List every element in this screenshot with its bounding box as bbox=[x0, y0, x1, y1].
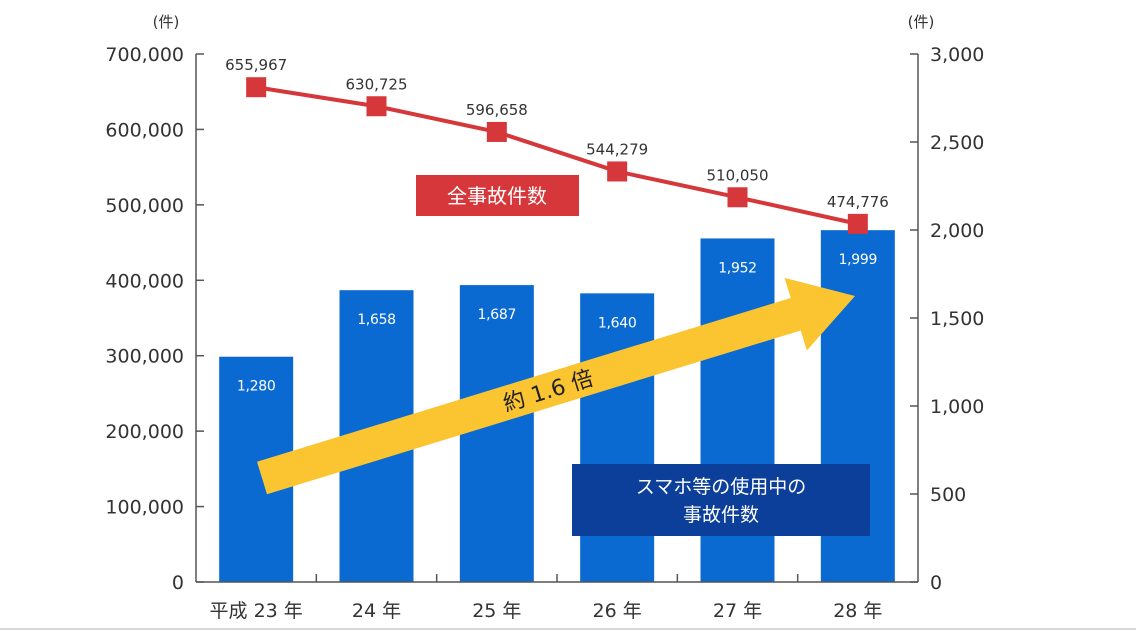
left-tick-label-4: 400,000 bbox=[105, 270, 184, 292]
line-marker-1 bbox=[366, 96, 387, 117]
line-value-label-3: 544,279 bbox=[586, 140, 648, 158]
left-tick-label-3: 300,000 bbox=[105, 346, 184, 368]
line-value-label-1: 630,725 bbox=[345, 75, 407, 93]
growth-arrow-shape bbox=[257, 277, 855, 495]
bar-value-label-5: 1,999 bbox=[839, 252, 878, 268]
line-marker-3 bbox=[607, 161, 628, 182]
bar-value-label-1: 1,658 bbox=[357, 312, 396, 328]
right-tick-label-6: 3,000 bbox=[930, 44, 984, 66]
legend-line-box bbox=[416, 175, 579, 216]
legend-line-label: 全事故件数 bbox=[447, 184, 547, 208]
x-tick-label-3: 26 年 bbox=[593, 600, 642, 622]
right-axis-unit: (件) bbox=[908, 13, 935, 31]
right-tick-label-5: 2,500 bbox=[930, 132, 984, 154]
line-value-label-5: 474,776 bbox=[827, 193, 889, 211]
line-marker-4 bbox=[727, 187, 748, 208]
bar-2 bbox=[459, 285, 534, 582]
line-value-label-2: 596,658 bbox=[466, 101, 528, 119]
line-series bbox=[255, 85, 859, 226]
line-marker-0 bbox=[246, 77, 267, 98]
left-tick-label-0: 0 bbox=[172, 572, 184, 594]
bar-value-label-0: 1,280 bbox=[237, 379, 276, 395]
x-tick-label-1: 24 年 bbox=[352, 600, 401, 622]
bar-value-label-3: 1,640 bbox=[598, 315, 637, 331]
line-value-label-0: 655,967 bbox=[225, 56, 287, 74]
x-tick-label-5: 28 年 bbox=[833, 600, 882, 622]
line-marker-5 bbox=[847, 213, 868, 234]
left-tick-label-6: 600,000 bbox=[105, 119, 184, 141]
bottom-divider bbox=[0, 628, 1136, 630]
bar-3 bbox=[580, 293, 655, 582]
left-axis-unit: (件) bbox=[153, 13, 180, 31]
left-tick-label-1: 100,000 bbox=[105, 497, 184, 519]
right-tick-label-1: 500 bbox=[930, 484, 966, 506]
x-tick-label-4: 27 年 bbox=[713, 600, 762, 622]
bar-value-label-4: 1,952 bbox=[718, 260, 757, 276]
right-tick-label-0: 0 bbox=[930, 572, 942, 594]
left-tick-label-7: 700,000 bbox=[105, 44, 184, 66]
legend-bar-label-0: スマホ等の使用中の bbox=[636, 476, 806, 498]
legend-bar-label-1: 事故件数 bbox=[683, 504, 759, 526]
line-value-label-4: 510,050 bbox=[706, 166, 768, 184]
right-tick-label-3: 1,500 bbox=[930, 308, 984, 330]
x-tick-label-2: 25 年 bbox=[472, 600, 521, 622]
legend-bar-box bbox=[572, 464, 870, 536]
line-marker-2 bbox=[486, 121, 507, 142]
x-tick-label-0: 平成 23 年 bbox=[210, 600, 303, 622]
right-tick-label-4: 2,000 bbox=[930, 220, 984, 242]
left-tick-label-5: 500,000 bbox=[105, 195, 184, 217]
right-tick-label-2: 1,000 bbox=[930, 396, 984, 418]
left-tick-label-2: 200,000 bbox=[105, 421, 184, 443]
bar-value-label-2: 1,687 bbox=[478, 307, 517, 323]
